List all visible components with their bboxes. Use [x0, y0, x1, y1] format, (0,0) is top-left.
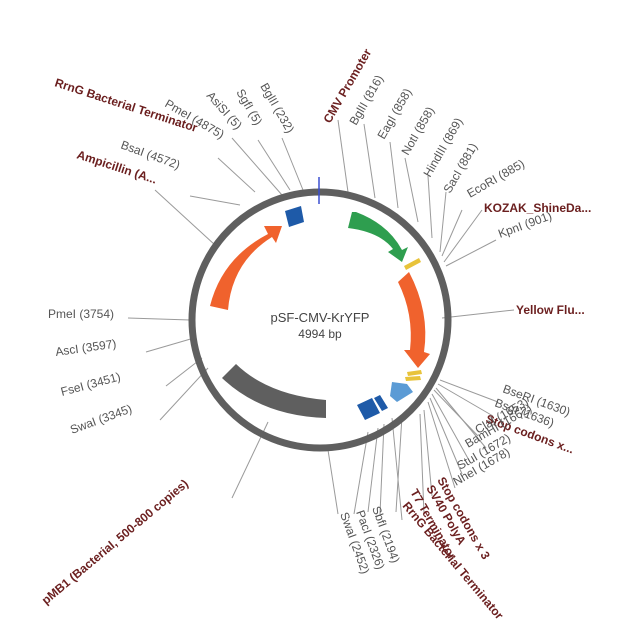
t7-terminator-block — [374, 395, 388, 411]
rrng-terminator-block-2 — [357, 398, 380, 420]
site-label-pmei-3754: PmeI (3754) — [48, 307, 114, 321]
site-label-bglii-232: BglII (232) — [257, 81, 297, 136]
stop-codons-marker-2 — [405, 376, 421, 381]
rrng-terminator-block-1 — [285, 206, 304, 227]
site-label-asci-3597: AscI (3597) — [54, 337, 117, 359]
site-label-fsei-3451: FseI (3451) — [59, 369, 122, 398]
cmv-promoter-arrow — [348, 212, 408, 262]
pmb1-origin-arc — [222, 364, 326, 418]
leader-lines — [127, 119, 515, 521]
center-title: pSF-CMV-KrYFP 4994 bp — [271, 310, 370, 341]
yellow-fluorescent-arrow — [398, 272, 430, 368]
feature-label-pmb1: pMB1 (Bacterial, 500-800 copies) — [39, 477, 191, 608]
feature-label-yfp: Yellow Flu... — [516, 303, 585, 317]
ampicillin-arrow — [210, 226, 282, 310]
site-label-swai-3345: SwaI (3345) — [68, 402, 134, 437]
site-label-ecori-885: EcoRI (885) — [465, 156, 527, 200]
plasmid-name: pSF-CMV-KrYFP — [271, 310, 370, 325]
kozak-marker — [404, 258, 421, 270]
sv40-polya-arrow — [390, 382, 413, 402]
plasmid-length: 4994 bp — [298, 327, 342, 341]
feature-arcs — [210, 206, 430, 420]
feature-label-kozak: KOZAK_ShineDa... — [484, 201, 591, 215]
plasmid-backbone — [188, 188, 452, 452]
site-label-noti-858: NotI (858) — [398, 104, 437, 157]
stop-codons-marker-1 — [407, 370, 422, 376]
